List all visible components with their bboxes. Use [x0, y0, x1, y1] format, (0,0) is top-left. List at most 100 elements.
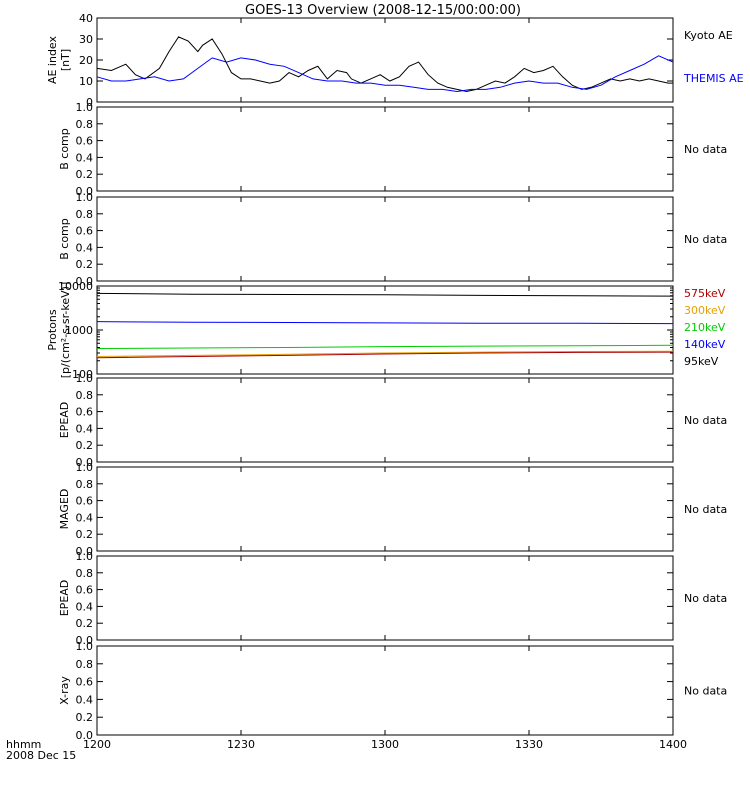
legend-95kev: 95keV	[684, 355, 719, 368]
y-tick-label-protons: 1000	[65, 324, 93, 337]
y-tick-label-epead-1: 0.6	[76, 406, 94, 419]
x-axis-label-hhmm: hhmm	[6, 738, 41, 751]
panel-protons: 100 1000 10000 Protons [p/(cm²-s-sr-keV)] 575…	[46, 280, 726, 381]
panel-frame-b-comp-2	[96, 196, 674, 282]
legend-140kev: 140keV	[684, 338, 726, 351]
no-data-label-b-comp-2: No data	[684, 233, 727, 246]
y-tick-label-x-ray: 0.2	[76, 711, 94, 724]
panel-b-comp-2: 0.0 0.2 0.4 0.6 0.8 1.0 B comp No data	[58, 191, 727, 288]
y-axis-label-epead-2: EPEAD	[58, 580, 71, 617]
y-tick-label-protons: 10000	[58, 280, 93, 293]
y-tick-label-x-ray: 1.0	[76, 640, 94, 653]
y-tick-label-ae-index: 0	[86, 96, 93, 109]
y-axis-label-protons: Protons	[46, 309, 59, 350]
legend-kyoto-ae: Kyoto AE	[684, 29, 733, 42]
legend-themis-ae: THEMIS AE	[683, 72, 744, 85]
panel-epead-2: 0.0 0.2 0.4 0.6 0.8 1.0 EPEAD No data	[58, 550, 727, 647]
series-line-210kev	[96, 344, 674, 349]
series-line-575kev	[96, 351, 674, 359]
series-line-95kev	[96, 292, 674, 297]
x-axis-label-date: 2008 Dec 15	[6, 749, 76, 762]
y-tick-label-maged: 0.0	[76, 545, 94, 558]
y-tick-label-b-comp-1: 0.0	[76, 185, 94, 198]
figure-title: GOES-13 Overview (2008-12-15/00:00:00)	[245, 3, 521, 18]
panel-stack: 0 10 20 30 40 AE index [nT] Kyoto AE THEMIS AE 0.…	[46, 12, 744, 742]
series-line-300kev	[96, 350, 674, 357]
series-line-themis-ae	[96, 55, 674, 93]
y-axis-label-b-comp-1: B comp	[58, 128, 71, 170]
no-data-label-epead-1: No data	[684, 414, 727, 427]
y-tick-label-epead-2: 0.0	[76, 634, 94, 647]
panel-x-ray: 0.0 0.2 0.4 0.6 0.8 1.0 X-ray No data	[58, 640, 727, 742]
y-tick-label-ae-index: 40	[79, 12, 93, 25]
series-line-kyoto-ae	[96, 36, 673, 93]
no-data-label-epead-2: No data	[684, 592, 727, 605]
y-tick-label-epead-2: 1.0	[76, 550, 94, 563]
y-tick-label-maged: 0.8	[76, 478, 94, 491]
panel-epead-1: 0.0 0.2 0.4 0.6 0.8 1.0 EPEAD No data	[58, 372, 727, 469]
panel-frame-epead-2	[96, 555, 674, 641]
y-tick-label-ae-index: 20	[79, 54, 93, 67]
y-axis-label-epead-1: EPEAD	[58, 402, 71, 439]
y-tick-label-epead-2: 0.2	[76, 617, 94, 630]
y-tick-label-b-comp-2: 0.0	[76, 275, 94, 288]
y-tick-label-ae-index: 10	[79, 75, 93, 88]
y-tick-label-b-comp-1: 0.2	[76, 168, 94, 181]
y-axis-label-x-ray: X-ray	[58, 676, 71, 705]
y-tick-label-epead-1: 0.4	[76, 422, 94, 435]
no-data-label-maged: No data	[684, 503, 727, 516]
y-tick-label-b-comp-1: 1.0	[76, 101, 94, 114]
panel-b-comp-1: 0.0 0.2 0.4 0.6 0.8 1.0 B comp No data	[58, 101, 727, 198]
y-tick-label-maged: 0.6	[76, 495, 94, 508]
y-tick-label-epead-1: 0.8	[76, 389, 94, 402]
y-axis-label-maged: MAGED	[58, 489, 71, 530]
y-axis-label-ae-index: AE index	[46, 35, 59, 84]
y-tick-label-x-ray: 0.0	[76, 729, 94, 742]
y-tick-label-b-comp-2: 1.0	[76, 191, 94, 204]
y-tick-label-epead-2: 0.6	[76, 584, 94, 597]
y-axis-label-ae-index: [nT]	[59, 49, 72, 71]
y-tick-label-maged: 1.0	[76, 461, 94, 474]
y-tick-label-b-comp-1: 0.6	[76, 135, 94, 148]
y-tick-label-epead-1: 1.0	[76, 372, 94, 385]
y-tick-label-b-comp-2: 0.2	[76, 258, 94, 271]
time-axis: hhmm 2008 Dec 15 1200 1230 1300 1330 1400	[6, 738, 687, 762]
panel-frame-x-ray	[96, 645, 674, 736]
y-tick-label-b-comp-2: 0.6	[76, 225, 94, 238]
y-tick-label-b-comp-1: 0.8	[76, 118, 94, 131]
x-tick-label: 1330	[515, 738, 543, 751]
panel-frame-b-comp-1	[96, 106, 674, 192]
no-data-label-x-ray: No data	[684, 685, 727, 698]
series-line-140kev	[96, 321, 674, 325]
panel-frame-epead-1	[96, 377, 674, 463]
y-tick-label-b-comp-1: 0.4	[76, 151, 94, 164]
y-tick-label-b-comp-2: 0.4	[76, 241, 94, 254]
y-axis-label-protons: [p/(cm²-s-sr-keV)]	[59, 282, 72, 379]
y-tick-label-x-ray: 0.8	[76, 658, 94, 671]
y-tick-label-maged: 0.4	[76, 511, 94, 524]
legend-575kev: 575keV	[684, 287, 726, 300]
legend-300kev: 300keV	[684, 304, 726, 317]
y-tick-label-x-ray: 0.6	[76, 676, 94, 689]
y-axis-label-b-comp-2: B comp	[58, 218, 71, 260]
panel-frame-maged	[96, 466, 674, 552]
y-tick-label-protons: 100	[72, 368, 93, 381]
x-tick-label: 1230	[227, 738, 255, 751]
y-tick-label-ae-index: 30	[79, 33, 93, 46]
x-tick-label: 1300	[371, 738, 399, 751]
panel-maged: 0.0 0.2 0.4 0.6 0.8 1.0 MAGED No data	[58, 461, 727, 558]
y-tick-label-epead-2: 0.4	[76, 600, 94, 613]
y-tick-label-b-comp-2: 0.8	[76, 208, 94, 221]
y-tick-label-maged: 0.2	[76, 528, 94, 541]
y-tick-label-epead-2: 0.8	[76, 567, 94, 580]
x-tick-label: 1200	[83, 738, 111, 751]
legend-210kev: 210keV	[684, 321, 726, 334]
x-tick-label: 1400	[659, 738, 687, 751]
y-tick-label-epead-1: 0.0	[76, 456, 94, 469]
panel-frame-protons	[96, 285, 674, 375]
no-data-label-b-comp-1: No data	[684, 143, 727, 156]
panel-ae-index: 0 10 20 30 40 AE index [nT] Kyoto AE THEMIS AE	[46, 12, 744, 109]
y-tick-label-x-ray: 0.4	[76, 693, 94, 706]
y-tick-label-epead-1: 0.2	[76, 439, 94, 452]
